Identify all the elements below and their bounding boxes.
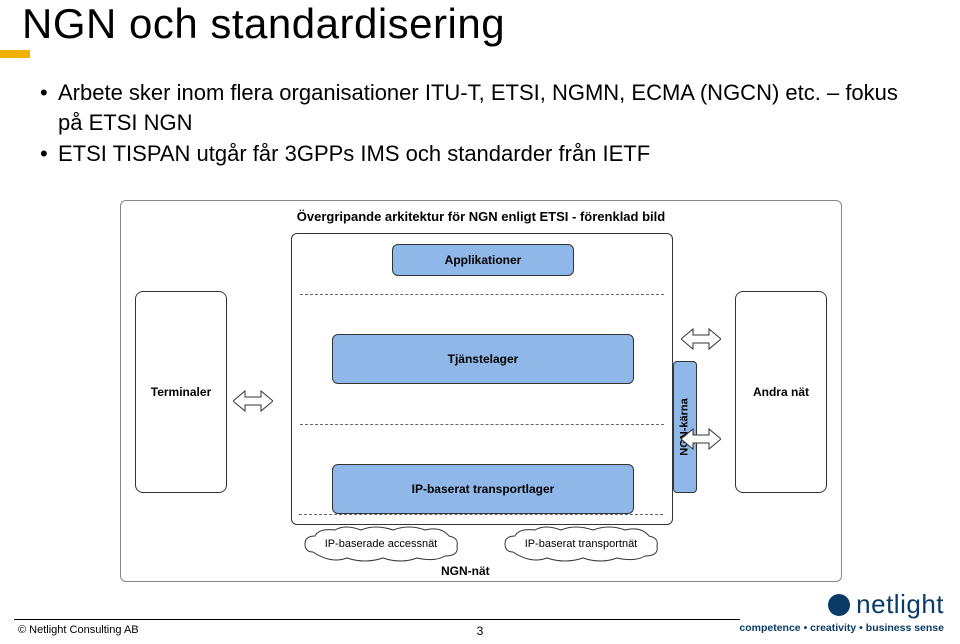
- ngn-net-text: NGN-nät: [441, 564, 490, 578]
- other-networks-label: Andra nät: [753, 385, 809, 399]
- bullet-text: ETSI TISPAN utgår får 3GPPs IMS och stan…: [58, 139, 650, 169]
- bullet-dot: •: [40, 139, 58, 169]
- bullet-item: •ETSI TISPAN utgår får 3GPPs IMS och sta…: [40, 139, 898, 169]
- network-cloud: IP-baserade accessnät: [301, 526, 461, 562]
- logo-dot-icon: [828, 594, 850, 616]
- service-layer-box: Tjänstelager: [332, 334, 634, 384]
- applications-label: Applikationer: [445, 253, 522, 267]
- bullet-dot: •: [40, 78, 58, 108]
- logo-name: netlight: [856, 589, 944, 620]
- diagram-caption: Övergripande arkitektur för NGN enligt E…: [121, 209, 841, 224]
- logo-tagline: competence • creativity • business sense: [739, 622, 944, 634]
- brand-logo: netlight competence • creativity • busin…: [739, 589, 944, 634]
- architecture-diagram: Övergripande arkitektur för NGN enligt E…: [120, 200, 842, 582]
- network-cloud: IP-baserat transportnät: [501, 526, 661, 562]
- dash-separator-3: [299, 514, 663, 515]
- footer-divider: [14, 619, 740, 620]
- service-layer-label: Tjänstelager: [448, 352, 519, 366]
- central-container: Applikationer Tjänstelager IP-baserat tr…: [291, 233, 673, 525]
- terminals-label: Terminaler: [151, 385, 211, 399]
- bullet-item: •Arbete sker inom flera organisationer I…: [40, 78, 898, 137]
- bidirectional-arrow-icon: [681, 324, 721, 354]
- dash-separator-2: [300, 424, 664, 425]
- terminals-box: Terminaler: [135, 291, 227, 493]
- bidirectional-arrow-icon: [233, 386, 273, 416]
- ip-transport-label: IP-baserat transportlager: [412, 482, 555, 496]
- bullet-list: •Arbete sker inom flera organisationer I…: [40, 78, 898, 171]
- other-networks-box: Andra nät: [735, 291, 827, 493]
- page-title: NGN och standardisering: [22, 0, 505, 48]
- ngn-net-label: NGN-nät: [441, 564, 490, 578]
- accent-bar: [0, 50, 30, 58]
- bullet-text: Arbete sker inom flera organisationer IT…: [58, 78, 898, 137]
- applications-box: Applikationer: [392, 244, 574, 276]
- dash-separator-1: [300, 294, 664, 295]
- logo-tagline-text: competence • creativity • business sense: [739, 622, 944, 634]
- ip-transport-box: IP-baserat transportlager: [332, 464, 634, 514]
- bidirectional-arrow-icon: [681, 424, 721, 454]
